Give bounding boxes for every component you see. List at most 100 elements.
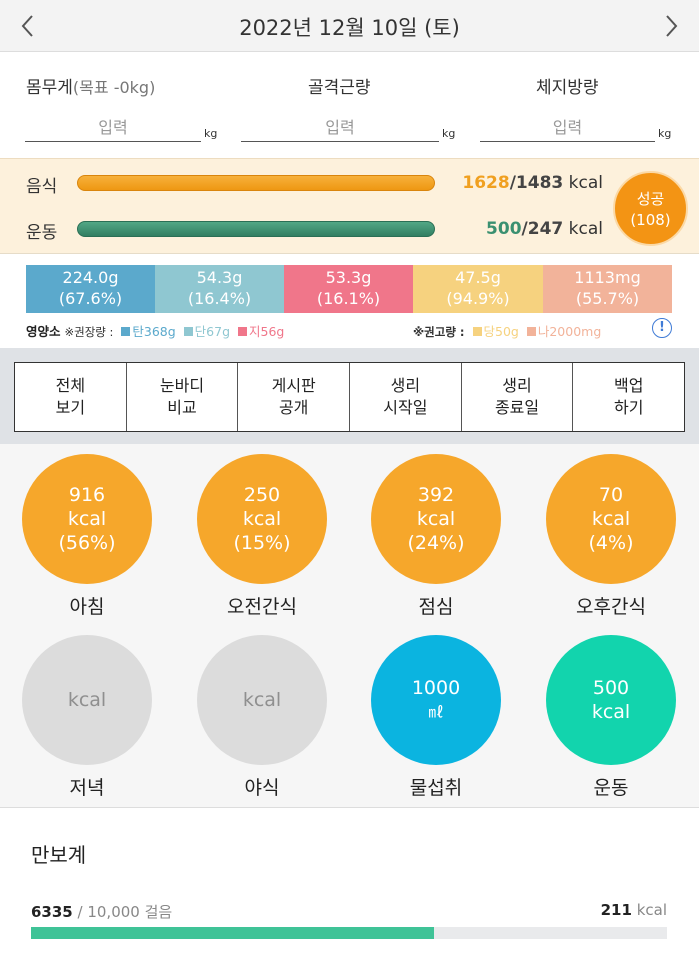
pedometer-kcal: 211 kcal — [601, 901, 667, 919]
exercise-calorie-amount: 500 — [486, 219, 522, 239]
meal-afternoon-snack[interactable]: 70 kcal (4%) 오후간식 — [546, 454, 676, 619]
success-label: 성공 — [636, 190, 665, 208]
water-intake[interactable]: 1000 ㎖ 물섭취 — [371, 635, 501, 800]
step-count: 6335 — [31, 903, 73, 921]
period-start-button[interactable]: 생리 시작일 — [350, 363, 462, 431]
food-calorie-value: 1628/1483 kcal — [462, 173, 603, 193]
board-publish-button[interactable]: 게시판 공개 — [238, 363, 351, 431]
nutrition-summary: 224.0g (67.6%) 54.3g (16.4%) 53.3g (16.1%) … — [0, 255, 699, 348]
sodium-legend-swatch — [526, 327, 536, 336]
recommended-legend: 영양소 ※권장량 : 탄368g 단67g 지56g — [26, 321, 284, 340]
morning-snack-circle[interactable]: 250 kcal (15%) — [197, 454, 327, 584]
next-day-button[interactable] — [651, 8, 691, 44]
late-snack-label: 야식 — [244, 777, 280, 799]
period-end-button[interactable]: 생리 종료일 — [462, 363, 574, 431]
late-snack-circle[interactable]: kcal — [197, 635, 327, 765]
action-buttons-area: 전체 보기 눈바디 비교 게시판 공개 생리 시작일 생리 종료일 백업 하기 — [0, 348, 699, 444]
sodium-amount: 1113mg — [574, 268, 641, 287]
pedometer-title: 만보계 — [31, 843, 87, 867]
meal-morning-snack[interactable]: 250 kcal (15%) 오전간식 — [197, 454, 327, 619]
food-label: 음식 — [26, 177, 58, 197]
carb-pct: (67.6%) — [58, 289, 123, 308]
fat-legend-swatch — [238, 327, 247, 336]
advised-legend: ※권고량 : 당50g 나2000mg — [413, 321, 601, 340]
legend-title: 영양소 — [26, 324, 61, 339]
success-badge[interactable]: 성공 (108) — [613, 171, 688, 246]
water-circle[interactable]: 1000 ㎖ — [371, 635, 501, 765]
breakfast-circle[interactable]: 916 kcal (56%) — [22, 454, 152, 584]
exercise-entry-label: 운동 — [593, 777, 629, 799]
action-buttons: 전체 보기 눈바디 비교 게시판 공개 생리 시작일 생리 종료일 백업 하기 — [14, 362, 685, 432]
sodium-pct: (55.7%) — [575, 289, 640, 308]
meal-dinner[interactable]: kcal 저녁 — [22, 635, 152, 800]
exercise-label: 운동 — [26, 223, 58, 243]
date-header: 2022년 12월 10일 (토) — [0, 0, 699, 52]
carb-legend-label: 탄368g — [132, 324, 176, 339]
sugar-legend-swatch — [472, 327, 482, 336]
exercise-calorie-value: 500/247 kcal — [486, 219, 603, 239]
protein-amount: 54.3g — [196, 268, 243, 287]
food-calorie-amount: 1628 — [462, 173, 510, 193]
weight-unit: kg — [204, 127, 218, 140]
backup-button[interactable]: 백업 하기 — [613, 376, 644, 417]
protein-pct: (16.4%) — [187, 289, 252, 308]
muscle-input[interactable]: 입력 — [241, 114, 439, 142]
pedometer-kcal-value: 211 — [600, 901, 632, 919]
weight-goal: (목표 -0kg) — [72, 78, 156, 97]
meal-breakfast[interactable]: 916 kcal (56%) 아침 — [22, 454, 152, 619]
muscle-input-placeholder: 입력 — [325, 118, 355, 137]
sugar-amount: 47.5g — [455, 268, 501, 287]
exercise-calorie-target: /247 — [521, 219, 564, 239]
afternoon-snack-label: 오후간식 — [576, 596, 646, 618]
meal-lunch[interactable]: 392 kcal (24%) 점심 — [371, 454, 501, 619]
food-calorie-target: /1483 — [509, 173, 564, 193]
pedometer[interactable]: 만보계 6335 / 10,000 걸음 211 kcal — [0, 809, 699, 960]
afternoon-snack-circle[interactable]: 70 kcal (4%) — [546, 454, 676, 584]
chevron-right-icon — [666, 15, 678, 37]
meal-grid: 916 kcal (56%) 아침 250 kcal (15%) 오전간식 392 kca… — [0, 444, 699, 808]
chevron-left-icon — [21, 15, 33, 37]
dinner-circle[interactable]: kcal — [22, 635, 152, 765]
lunch-label: 점심 — [418, 596, 454, 618]
food-calorie-bar — [77, 175, 435, 191]
food-calorie-unit: kcal — [568, 173, 603, 193]
muscle-unit: kg — [442, 127, 456, 140]
fat-box: 53.3g (16.1%) — [284, 265, 413, 313]
protein-legend-swatch — [183, 327, 193, 336]
meal-late-snack[interactable]: kcal 야식 — [197, 635, 327, 800]
fat-label: 체지방량 — [536, 78, 599, 98]
sodium-box: 1113mg (55.7%) — [543, 265, 672, 313]
weight-label: 몸무게(목표 -0kg) — [26, 78, 156, 98]
date-title[interactable]: 2022년 12월 10일 (토) — [239, 16, 460, 40]
muscle-label: 골격근량 — [308, 78, 371, 98]
view-all-button[interactable]: 전체 보기 — [15, 363, 127, 431]
protein-box: 54.3g (16.4%) — [155, 265, 284, 313]
exercise-circle[interactable]: 500 kcal — [546, 635, 676, 765]
sugar-box: 47.5g (94.9%) — [413, 265, 543, 313]
fat-input-placeholder: 입력 — [552, 118, 583, 137]
prev-day-button[interactable] — [8, 8, 48, 44]
weight-input-placeholder: 입력 — [98, 118, 128, 137]
pedometer-progress-fill — [31, 927, 434, 939]
fat-unit: kg — [658, 127, 672, 140]
fat-input[interactable]: 입력 — [480, 114, 655, 142]
carb-legend-swatch — [121, 327, 131, 336]
pedometer-steps: 6335 / 10,000 걸음 — [31, 901, 172, 922]
legend-advised-note: ※권고량 : — [413, 325, 465, 339]
pedometer-kcal-unit: kcal — [631, 901, 667, 919]
sugar-pct: (94.9%) — [446, 289, 510, 308]
body-compare-button[interactable]: 눈바디 비교 — [127, 363, 239, 431]
breakfast-label: 아침 — [69, 596, 105, 618]
legend-recommended-note: ※권장량 : — [64, 325, 114, 339]
fat-legend-label: 지56g — [249, 324, 285, 339]
protein-legend-label: 단67g — [194, 324, 231, 339]
dinner-label: 저녁 — [69, 777, 105, 799]
weight-input[interactable]: 입력 — [25, 114, 201, 142]
exercise-calorie-unit: kcal — [568, 219, 603, 239]
carb-amount: 224.0g — [62, 268, 119, 287]
lunch-circle[interactable]: 392 kcal (24%) — [371, 454, 501, 584]
exercise-entry[interactable]: 500 kcal 운동 — [546, 635, 676, 800]
sugar-legend-label: 당50g — [483, 324, 519, 339]
info-icon[interactable]: ! — [652, 318, 672, 338]
morning-snack-label: 오전간식 — [227, 596, 297, 618]
